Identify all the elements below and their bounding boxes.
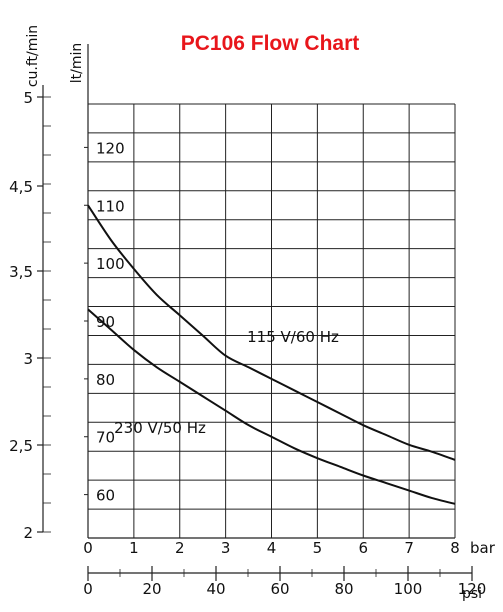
y-tick-label: 70 bbox=[96, 429, 115, 447]
y2-tick-label: 5 bbox=[23, 89, 33, 107]
x2-tick-label: 80 bbox=[334, 580, 353, 598]
x-tick-label: 5 bbox=[313, 539, 323, 557]
x-tick-label: 8 bbox=[450, 539, 460, 557]
y-tick-label: 100 bbox=[96, 255, 125, 273]
y2-axis-label: cu.ft/min bbox=[25, 25, 41, 87]
y-tick-label: 80 bbox=[96, 371, 115, 389]
series-line-0 bbox=[87, 204, 456, 461]
y-tick-label: 60 bbox=[96, 487, 115, 505]
x-tick-label: 2 bbox=[175, 539, 185, 557]
chart-title: PC106 Flow Chart bbox=[181, 32, 360, 55]
x-tick-label: 6 bbox=[358, 539, 368, 557]
x2-tick-label: 20 bbox=[142, 580, 161, 598]
series-label-230v: 230 V/50 Hz bbox=[114, 419, 206, 437]
y2-tick-label: 2 bbox=[23, 524, 33, 542]
x-axis-unit: bar bbox=[470, 539, 496, 557]
y-tick-label: 120 bbox=[96, 139, 125, 157]
series-line-1 bbox=[87, 308, 456, 505]
y-axis-label: lt/min bbox=[69, 43, 85, 84]
x2-tick-label: 40 bbox=[206, 580, 225, 598]
series-lines bbox=[87, 204, 456, 505]
y2-tick-label: 4,5 bbox=[9, 178, 33, 196]
x2-tick-label: 100 bbox=[394, 580, 423, 598]
x2-tick-label: 60 bbox=[270, 580, 289, 598]
x-tick-label: 7 bbox=[404, 539, 414, 557]
x-tick-label: 4 bbox=[267, 539, 277, 557]
x-tick-label: 3 bbox=[221, 539, 231, 557]
x2-tick-label: 0 bbox=[83, 580, 93, 598]
y2-tick-label: 3,5 bbox=[9, 263, 33, 281]
x2-tick-label: 120 bbox=[458, 580, 487, 598]
x-tick-label: 1 bbox=[129, 539, 139, 557]
x2-axis-unit: psi bbox=[462, 586, 482, 602]
series-label-115v: 115 V/60 Hz bbox=[247, 328, 339, 346]
y2-tick-label: 2,5 bbox=[9, 437, 33, 455]
x-tick-label: 0 bbox=[83, 539, 93, 557]
plot-grid bbox=[87, 103, 456, 538]
y2-tick-label: 3 bbox=[23, 350, 33, 368]
y-tick-label: 110 bbox=[96, 197, 125, 215]
chart-axes bbox=[37, 44, 473, 581]
y-tick-label: 90 bbox=[96, 313, 115, 331]
